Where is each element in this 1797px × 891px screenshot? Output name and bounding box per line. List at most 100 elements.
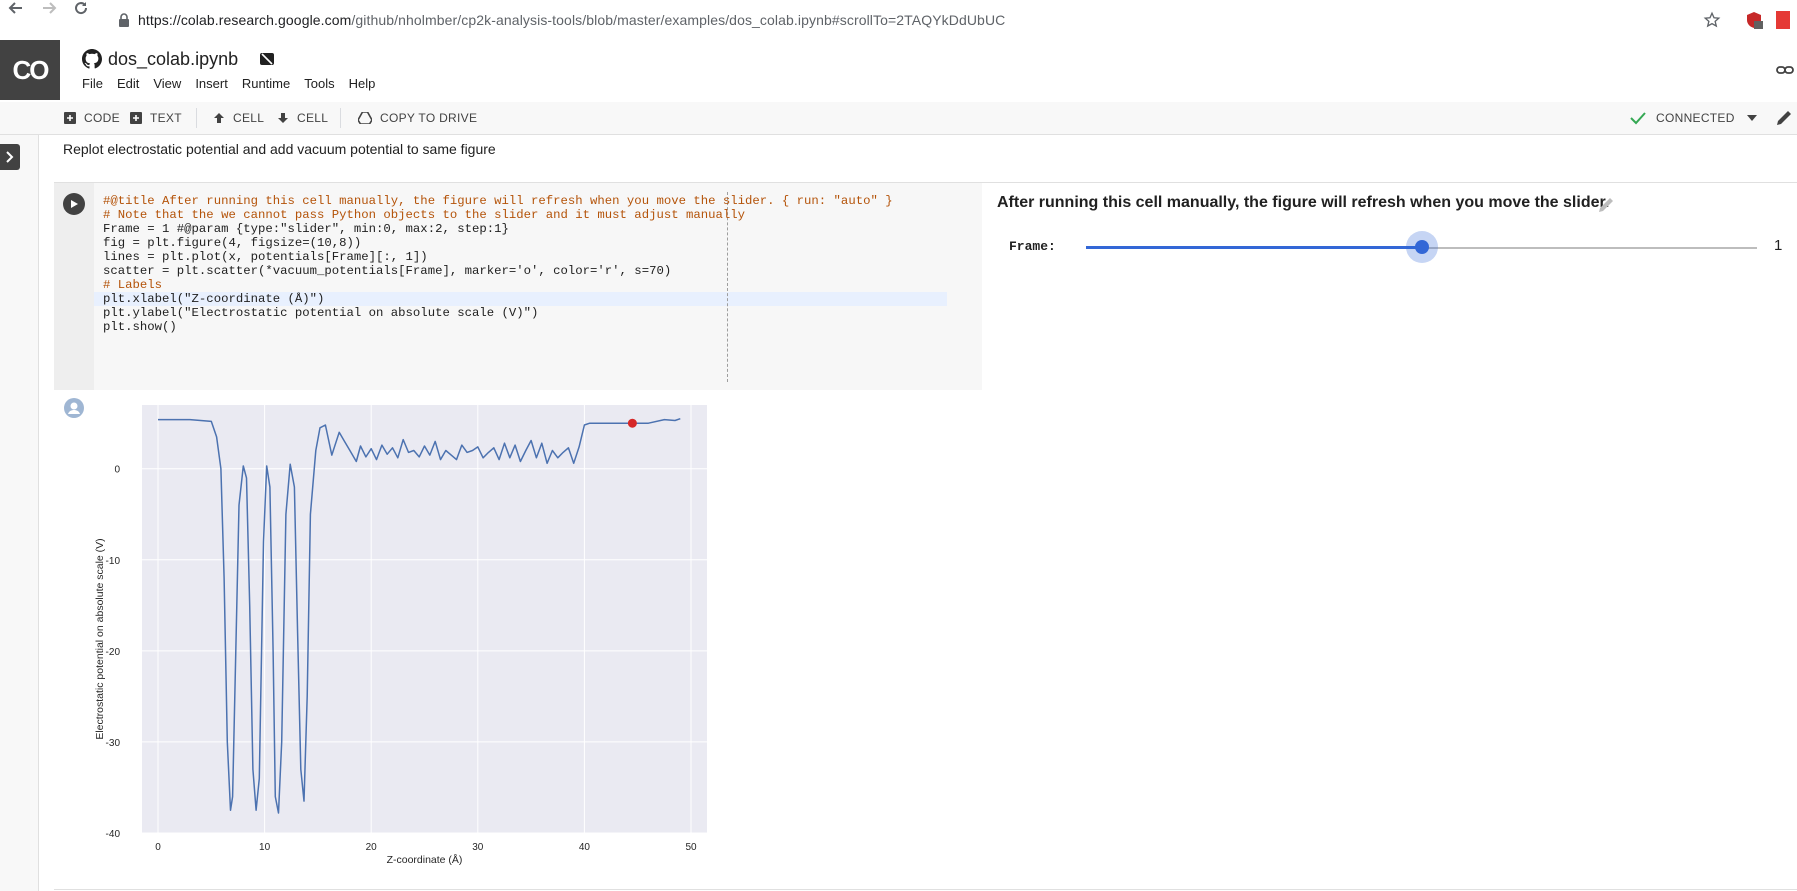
connection-status-label: CONNECTED: [1656, 111, 1735, 125]
copy-to-drive-button[interactable]: COPY TO DRIVE: [358, 102, 477, 134]
drive-icon[interactable]: [258, 50, 276, 68]
pencil-icon: [1599, 198, 1613, 212]
plus-box-icon: [64, 112, 76, 124]
github-icon: [82, 49, 102, 69]
bookmark-star-button[interactable]: [1703, 11, 1721, 29]
x-tick-label: 10: [259, 842, 271, 853]
potential-line: [158, 417, 681, 814]
sidebar-toggle-button[interactable]: [0, 144, 20, 170]
colab-logo[interactable]: CO: [0, 40, 60, 100]
arrow-up-icon: [214, 113, 224, 123]
code-line: plt.show(): [103, 320, 177, 334]
chevron-right-icon: [6, 151, 14, 163]
toolbar-divider: [196, 108, 197, 128]
share-link-button[interactable]: [1775, 60, 1795, 80]
output-avatar-icon[interactable]: [64, 398, 84, 418]
y-tick-label: 0: [114, 465, 120, 476]
check-icon: [1630, 112, 1646, 125]
reload-button[interactable]: [73, 0, 89, 21]
menu-view[interactable]: View: [153, 76, 182, 91]
x-tick-label: 0: [155, 842, 161, 853]
address-bar[interactable]: https://colab.research.google.com/github…: [118, 7, 1005, 33]
menu-edit[interactable]: Edit: [116, 76, 140, 91]
frame-slider-thumb[interactable]: [1415, 240, 1429, 254]
y-axis-label: Electrostatic potential on absolute scal…: [94, 538, 106, 739]
cell-up-label: CELL: [233, 111, 265, 125]
lock-icon: [119, 13, 129, 27]
code-line: lines = plt.plot(x, potentials[Frame][:,…: [103, 250, 428, 264]
left-sidebar: [0, 135, 39, 891]
extension-button[interactable]: [1745, 11, 1763, 29]
add-code-label: CODE: [84, 111, 120, 125]
code-line: fig = plt.figure(4, figsize=(10,8)): [103, 236, 362, 250]
form-title: After running this cell manually, the fi…: [997, 194, 1610, 211]
frame-slider-value: 1: [1774, 237, 1783, 254]
text-cell[interactable]: Replot electrostatic potential and add v…: [63, 141, 496, 157]
extension-button-2[interactable]: [1776, 11, 1790, 29]
menu-help[interactable]: Help: [348, 76, 376, 91]
x-axis-label: Z-coordinate (Å): [387, 853, 463, 866]
menu-tools[interactable]: Tools: [304, 76, 335, 91]
colab-header: [0, 40, 1797, 102]
y-tick-label: -10: [106, 556, 121, 567]
url-host: https://colab.research.google.com: [138, 12, 352, 28]
vacuum-point: [627, 418, 637, 428]
menu-insert[interactable]: Insert: [195, 76, 228, 91]
x-tick-label: 50: [685, 842, 697, 853]
y-tick-label: -40: [106, 829, 121, 840]
run-cell-button[interactable]: [63, 193, 85, 215]
notebook-toolbar: [0, 102, 1797, 135]
code-cell[interactable]: [54, 182, 1797, 391]
y-tick-label: -30: [106, 738, 121, 749]
cell-gutter: [54, 183, 94, 390]
link-icon: [1776, 66, 1794, 74]
cell-down-label: CELL: [297, 111, 329, 125]
chevron-down-icon: [1746, 115, 1757, 121]
back-button[interactable]: [8, 0, 24, 21]
reload-icon: [75, 2, 88, 15]
potential-plot: 0 10 20 30 40 50 0 -10 -20 -30 -40 Z-coordinate (Å)…: [94, 405, 707, 866]
url-path: /github/nholmber/cp2k-analysis-tools/blo…: [351, 12, 1006, 28]
code-line: #@title After running this cell manually…: [103, 194, 893, 208]
code-text[interactable]: #@title After running this cell manually…: [103, 194, 893, 334]
code-line: plt.xlabel("Z-coordinate (Å)"): [103, 292, 325, 306]
add-text-label: TEXT: [150, 111, 182, 125]
code-line: # Note that the we cannot pass Python ob…: [103, 208, 746, 222]
menu-bar: File Edit View Insert Runtime Tools Help: [82, 76, 389, 96]
frame-param-label: Frame:: [1009, 239, 1056, 254]
url-text: https://colab.research.google.com/github…: [138, 12, 1005, 28]
cell-bottom-border: [54, 889, 1797, 890]
code-line: plt.ylabel("Electrostatic potential on a…: [103, 306, 539, 320]
menu-file[interactable]: File: [82, 76, 103, 91]
drive-icon: [358, 112, 372, 124]
code-editor[interactable]: [94, 183, 982, 390]
x-tick-label: 20: [366, 842, 378, 853]
forward-button[interactable]: [41, 0, 57, 21]
pencil-icon: [1777, 111, 1791, 125]
menu-runtime[interactable]: Runtime: [241, 76, 291, 91]
file-name[interactable]: dos_colab.ipynb: [108, 48, 239, 69]
arrow-right-icon: [43, 2, 57, 14]
move-cell-down-button[interactable]: CELL: [277, 102, 328, 134]
y-tick-label: -20: [106, 647, 121, 658]
code-line: scatter = plt.scatter(*vacuum_potentials…: [103, 264, 672, 278]
add-code-cell-button[interactable]: CODE: [64, 102, 120, 134]
move-cell-up-button[interactable]: CELL: [213, 102, 264, 134]
plus-box-icon: [130, 112, 142, 124]
copy-to-drive-label: COPY TO DRIVE: [380, 111, 478, 125]
code-line: # Labels: [103, 278, 163, 292]
current-line-highlight: [94, 292, 947, 306]
x-tick-label: 40: [579, 842, 591, 853]
play-icon: [71, 200, 78, 208]
add-text-cell-button[interactable]: TEXT: [130, 102, 182, 134]
edit-mode-button[interactable]: [1775, 109, 1793, 127]
user-icon: [68, 402, 80, 414]
x-tick-label: 30: [472, 842, 484, 853]
star-icon: [1703, 11, 1721, 28]
frame-slider-fill: [1086, 246, 1422, 249]
code-line: Frame = 1 #@param {type:"slider", min:0,…: [103, 222, 509, 236]
toolbar-divider: [340, 108, 341, 128]
connection-status-button[interactable]: CONNECTED: [1630, 102, 1757, 134]
line-length-ruler: [727, 192, 728, 382]
edit-form-button[interactable]: [1597, 196, 1617, 216]
